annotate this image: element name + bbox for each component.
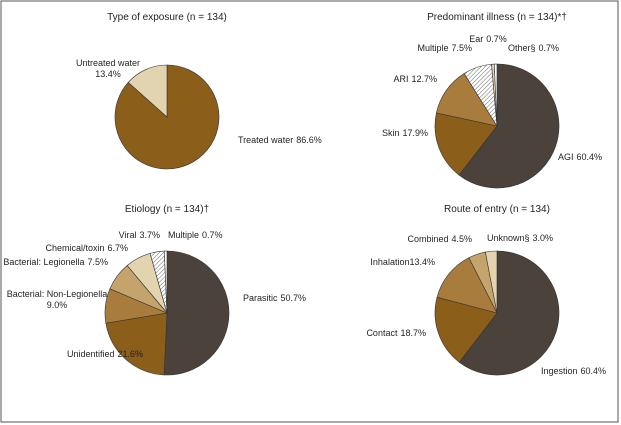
slice-value: 9.0% (47, 300, 68, 310)
slice-label: Multiple 7.5% (417, 43, 472, 53)
pie-chart: Predominant illness (n = 134)*† AGI 60.4% S… (382, 12, 602, 189)
slice-value: 3.0% (533, 233, 554, 243)
pie-chart: Type of exposure (n = 134) Treated water 8… (76, 12, 322, 170)
slice-category: Bacterial: Non-Legionella (7, 289, 108, 299)
slice-category: Other§ (508, 43, 536, 53)
slice-label: Ear 0.7% (469, 34, 507, 44)
slice-value: 86.6% (296, 135, 322, 145)
pie-slice (127, 64, 168, 118)
slice-category: Multiple (417, 43, 448, 53)
slice-value: 0.7% (202, 230, 223, 240)
slice-label: Contact 18.7% (366, 328, 426, 338)
slice-label: Unidentified 21.6% (67, 349, 143, 359)
slice-label: Other§ 0.7% (508, 43, 559, 53)
slice-category: Viral (119, 230, 137, 240)
slice-label: Multiple 0.7% (168, 230, 223, 240)
slice-value: 12.7% (411, 74, 437, 84)
slice-value: 50.7% (281, 293, 307, 303)
slice-label: AGI 60.4% (558, 152, 602, 162)
slice-value: 0.7% (539, 43, 560, 53)
slice-category: Chemical/toxin (45, 243, 104, 253)
slice-value: 7.5% (451, 43, 472, 53)
pie-slice (493, 63, 498, 127)
slice-category: Treated water (238, 135, 293, 145)
slice-label: Untreated water 13.4% (76, 58, 140, 79)
slice-category: Combined (407, 234, 448, 244)
pie-slice (458, 250, 560, 376)
slice-label: Viral 3.7% (119, 230, 160, 240)
slice-value: 60.4% (581, 366, 607, 376)
slice-category: Unknown§ (487, 233, 530, 243)
slice-label: Treated water 86.6% (238, 135, 322, 145)
pie-slice (105, 312, 168, 376)
pie-chart: Etiology (n = 134)† Parasitic 50.7% Unident… (3, 204, 306, 376)
slice-category: Ingestion (541, 366, 578, 376)
slice-category: AGI (558, 152, 574, 162)
slice-label: Bacterial: Non-Legionella 9.0% (7, 289, 108, 310)
chart-title: Etiology (n = 134)† (125, 204, 209, 215)
pie-slice (485, 250, 498, 314)
chart-title: Type of exposure (n = 134) (107, 12, 227, 23)
slice-label: Inhalation13.4% (370, 257, 435, 267)
chart-title: Route of entry (n = 134) (444, 204, 550, 215)
pie-slice (434, 296, 498, 363)
slice-label: Ingestion 60.4% (541, 366, 606, 376)
slice-value: 3.7% (139, 230, 160, 240)
slice-label: Skin 17.9% (382, 128, 428, 138)
pie-slice (163, 250, 230, 376)
slice-category: Inhalation (370, 257, 409, 267)
slice-category: Bacterial: Legionella (3, 257, 84, 267)
pie-slice (434, 112, 498, 176)
chart-title: Predominant illness (n = 134)*† (427, 12, 567, 23)
slice-category: Unidentified (67, 349, 115, 359)
slice-value: 18.7% (400, 328, 426, 338)
slice-label: Combined 4.5% (407, 234, 472, 244)
slice-category: Skin (382, 128, 400, 138)
pie-slice (163, 250, 168, 314)
slice-value: 13.4% (409, 257, 435, 267)
slice-category: ARI (393, 74, 408, 84)
slice-value: 6.7% (107, 243, 128, 253)
slice-label: Chemical/toxin 6.7% (45, 243, 128, 253)
slice-value: 21.6% (118, 349, 144, 359)
slice-label: Parasitic 50.7% (243, 293, 306, 303)
slice-value: 4.5% (451, 234, 472, 244)
slice-category: Multiple (168, 230, 199, 240)
slice-label: ARI 12.7% (393, 74, 437, 84)
slice-value: 0.7% (486, 34, 507, 44)
slice-value: 7.5% (87, 257, 108, 267)
slice-category: Ear (469, 34, 483, 44)
slice-label: Unknown§ 3.0% (487, 233, 553, 243)
slice-category: Contact (366, 328, 398, 338)
slice-value: 60.4% (577, 152, 603, 162)
slice-label: Bacterial: Legionella 7.5% (3, 257, 108, 267)
slice-category: Parasitic (243, 293, 278, 303)
pie-slice (458, 63, 560, 189)
slice-value: 13.4% (95, 69, 121, 79)
slice-category: Untreated water (76, 58, 140, 68)
pie-chart: Route of entry (n = 134) Ingestion 60.4% Co… (366, 204, 606, 376)
slice-value: 17.9% (402, 128, 428, 138)
